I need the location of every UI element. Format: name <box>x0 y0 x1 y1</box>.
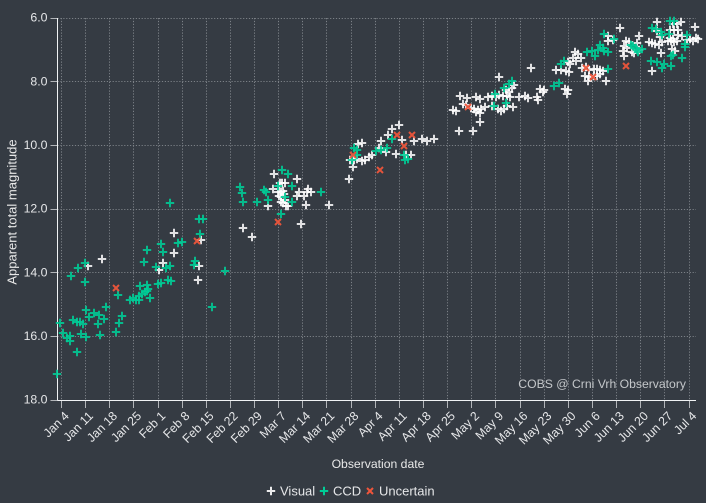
svg-text:10.0: 10.0 <box>24 138 48 152</box>
svg-text:Uncertain: Uncertain <box>379 484 435 499</box>
svg-text:18.0: 18.0 <box>24 393 48 407</box>
svg-text:6.0: 6.0 <box>30 11 47 25</box>
svg-text:14.0: 14.0 <box>24 265 48 279</box>
svg-text:12.0: 12.0 <box>24 202 48 216</box>
svg-text:Apparent total magnitude: Apparent total magnitude <box>5 139 20 284</box>
svg-text:Visual: Visual <box>280 484 315 499</box>
svg-text:Observation date: Observation date <box>332 457 425 471</box>
svg-text:COBS @ Crni Vrh Observatory: COBS @ Crni Vrh Observatory <box>518 377 687 391</box>
svg-text:CCD: CCD <box>333 484 361 499</box>
svg-text:8.0: 8.0 <box>30 74 47 88</box>
svg-text:16.0: 16.0 <box>24 329 48 343</box>
